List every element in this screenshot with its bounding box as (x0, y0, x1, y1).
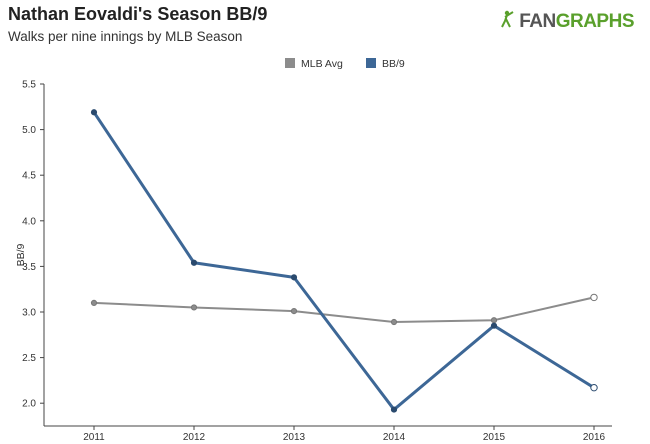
y-tick-label: 5.0 (22, 125, 36, 136)
data-point-bb-9[interactable] (90, 109, 98, 116)
x-tick-label: 2014 (383, 432, 406, 443)
data-point-bb-9[interactable] (190, 259, 198, 266)
legend-label-mlb-avg[interactable]: MLB Avg (301, 58, 343, 70)
x-tick-label: 2016 (583, 432, 606, 443)
x-tick-label: 2013 (283, 432, 306, 443)
y-axis-label: BB/9 (15, 243, 27, 266)
x-tick-label: 2015 (483, 432, 506, 443)
data-point-mlb-avg[interactable] (490, 317, 498, 324)
logo-text-fan: FAN (519, 11, 556, 32)
series-group (90, 109, 598, 413)
legend-label-bb-9[interactable]: BB/9 (382, 58, 405, 70)
chart-subtitle: Walks per nine innings by MLB Season (8, 29, 243, 44)
y-tick-label: 5.5 (22, 80, 36, 91)
y-tick-label: 3.5 (22, 262, 36, 273)
batter-icon (498, 10, 517, 34)
x-tick-label: 2012 (183, 432, 206, 443)
y-tick-label: 4.5 (22, 171, 36, 182)
series-line-mlb-avg (93, 296, 595, 324)
legend: MLB Avg BB/9 (285, 58, 405, 70)
data-point-bb-9[interactable] (490, 322, 498, 329)
y-tick-label: 2.0 (22, 399, 36, 410)
x-tick-label: 2011 (83, 432, 105, 443)
data-point-bb-9[interactable] (390, 406, 398, 413)
series-line-bb-9 (92, 111, 595, 412)
data-point-bb-9[interactable] (590, 383, 598, 392)
legend-swatch-mlb-avg[interactable] (285, 58, 295, 68)
data-point-mlb-avg[interactable] (190, 304, 198, 311)
legend-swatch-bb-9[interactable] (366, 58, 376, 68)
y-tick-label: 4.0 (22, 216, 36, 227)
data-point-mlb-avg[interactable] (90, 299, 98, 306)
axes: 2.0 2.5 3.0 3.5 4.0 4.5 5.0 5.5 2011 2012 2013 2014… (15, 80, 612, 443)
data-point-bb-9[interactable] (290, 274, 298, 281)
data-point-mlb-avg[interactable] (390, 318, 398, 326)
fangraphs-logo[interactable]: FAN GRAPHS (498, 10, 635, 34)
data-point-mlb-avg[interactable] (290, 307, 298, 315)
y-tick-label: 2.5 (22, 353, 36, 364)
chart-title: Nathan Eovaldi's Season BB/9 (8, 4, 268, 24)
logo-text-graphs: GRAPHS (555, 11, 635, 32)
y-tick-label: 3.0 (22, 308, 36, 319)
data-point-mlb-avg[interactable] (590, 293, 598, 302)
